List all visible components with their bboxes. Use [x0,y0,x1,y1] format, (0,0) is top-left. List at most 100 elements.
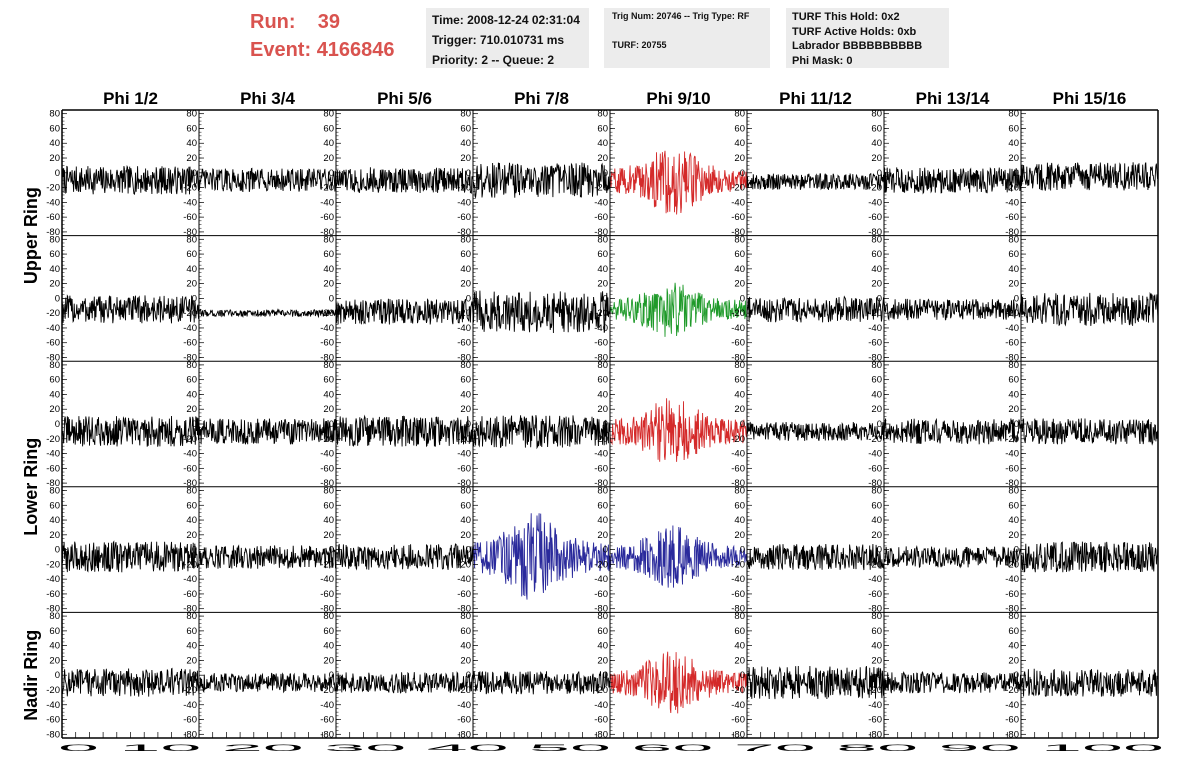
y-tick-label: 20 [186,530,197,541]
y-tick-label: -60 [320,589,334,600]
y-tick-label: 80 [1008,485,1019,496]
y-tick-label: -40 [1005,323,1019,334]
run-event-box: Run: 39 Event: 4166846 [250,8,395,64]
y-tick-label: -80 [183,604,197,615]
y-tick-label: 60 [1008,123,1019,134]
waveform-r0-c5 [746,172,885,191]
y-tick-label: 40 [460,389,471,400]
y-tick-label: 60 [597,249,608,260]
y-tick-label: 40 [49,515,60,526]
y-tick-label: 40 [734,264,745,275]
y-tick-label: -80 [1005,227,1019,238]
y-tick-label: -20 [320,183,334,194]
y-tick-label: 0 [603,545,608,556]
y-tick-label: -40 [731,449,745,460]
y-tick-label: -20 [46,308,60,319]
trig-num-text: Trig Num: 20746 -- Trig Type: RF [612,11,750,21]
y-tick-label: 20 [734,530,745,541]
y-tick-label: 20 [1008,404,1019,415]
y-tick-label: -80 [183,227,197,238]
y-tick-label: 40 [323,138,334,149]
waveform-r3-c6 [884,545,1022,569]
y-tick-label: -40 [1005,700,1019,711]
waveform-r4-c4 [609,651,748,714]
y-tick-label: -80 [731,353,745,364]
y-tick-label: -60 [868,715,882,726]
y-tick-label: -40 [731,700,745,711]
y-tick-label: -20 [46,559,60,570]
waveform-r1-c6 [883,298,1022,321]
y-tick-label: -60 [594,338,608,349]
waveform-r3-c3 [472,513,611,600]
waveform-r3-c5 [746,543,885,571]
y-tick-label: -40 [594,574,608,585]
y-tick-label: -40 [1005,197,1019,208]
y-tick-label: 20 [186,153,197,164]
y-tick-label: 80 [597,611,608,622]
y-tick-label: 80 [460,109,471,120]
y-tick-label: 20 [323,404,334,415]
y-tick-label: -60 [594,589,608,600]
y-tick-label: 80 [597,360,608,371]
y-tick-label: 60 [597,626,608,637]
waveform-r4-c1 [198,672,337,694]
y-tick-label: 0 [603,168,608,179]
waveform-r0-c4 [609,150,748,215]
y-tick-label: 80 [871,109,882,120]
y-tick-label: -40 [594,197,608,208]
y-tick-label: 40 [186,264,197,275]
y-tick-label: 0 [877,419,882,430]
y-tick-label: -80 [46,353,60,364]
y-tick-label: -60 [320,463,334,474]
y-tick-label: 40 [871,515,882,526]
y-tick-label: 80 [597,234,608,245]
waveform-r2-c1 [198,418,337,445]
y-tick-label: 40 [49,389,60,400]
column-header-6: Phi 13/14 [916,89,990,108]
y-tick-label: -80 [183,353,197,364]
y-tick-label: -20 [457,308,471,319]
y-tick-label: 40 [460,138,471,149]
y-tick-label: -80 [1005,353,1019,364]
y-tick-label: -80 [183,478,197,489]
y-tick-label: -60 [46,338,60,349]
y-tick-label: 0 [329,545,334,556]
y-tick-label: -40 [868,700,882,711]
y-tick-label: -80 [868,227,882,238]
waveform-r4-c7 [1020,668,1159,697]
waveform-r3-c1 [198,544,337,569]
y-tick-label: -20 [868,308,882,319]
y-tick-label: -20 [868,685,882,696]
y-tick-label: 20 [597,279,608,290]
y-tick-label: 20 [597,530,608,541]
y-tick-label: 40 [871,389,882,400]
y-tick-label: -60 [183,715,197,726]
y-tick-label: 60 [734,249,745,260]
waveform-r0-c2 [335,167,474,195]
y-tick-label: 0 [466,168,471,179]
y-tick-label: 40 [1008,264,1019,275]
y-tick-label: -60 [731,715,745,726]
ring-label-1: Lower Ring [21,438,41,536]
y-tick-label: -20 [594,559,608,570]
y-tick-label: -40 [320,449,334,460]
column-header-3: Phi 7/8 [514,89,569,108]
y-tick-label: -20 [183,685,197,696]
y-tick-label: -40 [457,700,471,711]
y-tick-label: -80 [320,353,334,364]
y-tick-label: -40 [183,449,197,460]
y-tick-label: 0 [740,545,745,556]
column-header-0: Phi 1/2 [103,89,158,108]
y-tick-label: -60 [183,589,197,600]
y-tick-label: -60 [46,463,60,474]
y-tick-label: 0 [192,293,197,304]
y-tick-label: -20 [457,685,471,696]
y-tick-label: -60 [868,589,882,600]
y-tick-label: 0 [329,670,334,681]
y-tick-label: 20 [460,153,471,164]
y-tick-label: -40 [868,574,882,585]
y-tick-label: 40 [186,389,197,400]
y-tick-label: 20 [323,153,334,164]
y-tick-label: 80 [186,611,197,622]
y-tick-label: -80 [868,353,882,364]
